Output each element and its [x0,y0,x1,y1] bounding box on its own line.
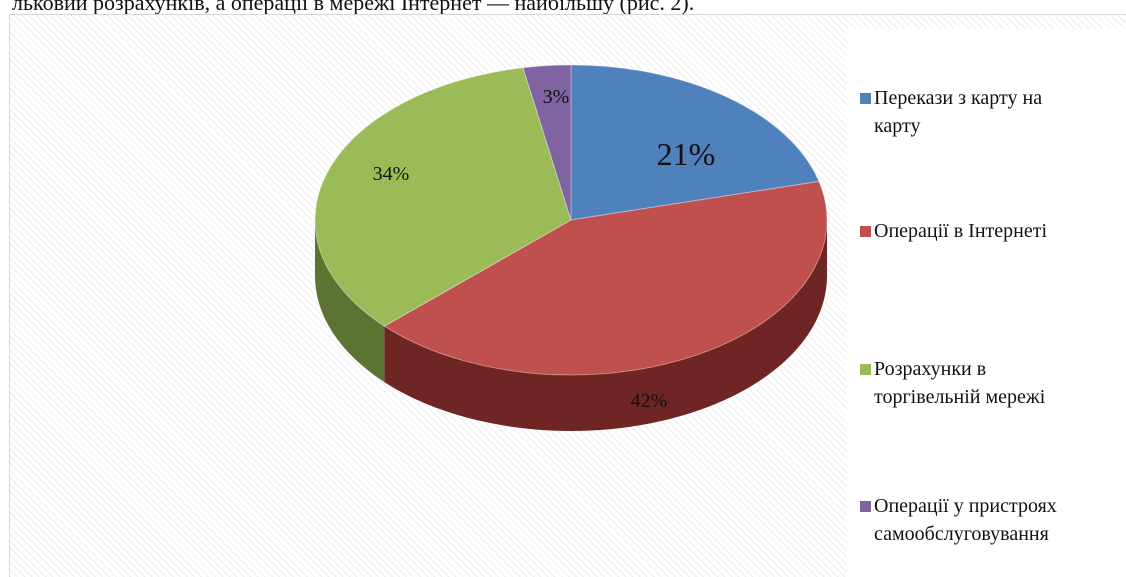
data-label-card-to-card: 21% [657,136,716,172]
pie-slices [314,64,828,376]
data-label-internet: 42% [631,390,668,412]
data-label-self-service: 3% [543,86,570,108]
pie-slice-self-service [522,64,572,221]
legend-label-self-service: Операції у пристроях самообслуговування [874,495,1057,545]
pie-slice-card-to-card [570,64,820,221]
legend-item-retail: Розрахунки в торгівельній мережі [860,355,1114,411]
legend-label-retail: Розрахунки в торгівельній мережі [874,358,1046,408]
legend-label-card-to-card: Перекази з карту на карту [874,87,1043,137]
data-label-retail: 34% [373,163,410,185]
pie-slice-retail [314,67,572,327]
pie-slice-internet [383,180,828,376]
legend-item-card-to-card: Перекази з карту на карту [860,84,1114,140]
pie-side-retail [315,220,385,383]
document-text-line: льковий розрахунків, а операції в мережі… [12,0,695,15]
pie-chart: 21% 42% 34% 3% [314,64,828,431]
chart-legend: Перекази з карту на карту Операції в Інт… [847,29,1126,577]
pie-side-walls [315,220,827,431]
legend-swatch-card-to-card [860,93,871,104]
legend-swatch-self-service [860,501,871,512]
pie-data-labels: 21% 42% 34% 3% [373,86,716,412]
legend-label-internet: Операції в Інтернеті [874,220,1048,242]
chart-frame: 21% 42% 34% 3% Перекази з карту на карту Оп… [9,14,1126,577]
legend-item-internet: Операції в Інтернеті [860,217,1114,245]
legend-swatch-internet [860,226,871,237]
pie-side-internet [384,220,827,431]
legend-item-self-service: Операції у пристроях самообслуговування [860,492,1114,548]
legend-swatch-retail [860,364,871,375]
